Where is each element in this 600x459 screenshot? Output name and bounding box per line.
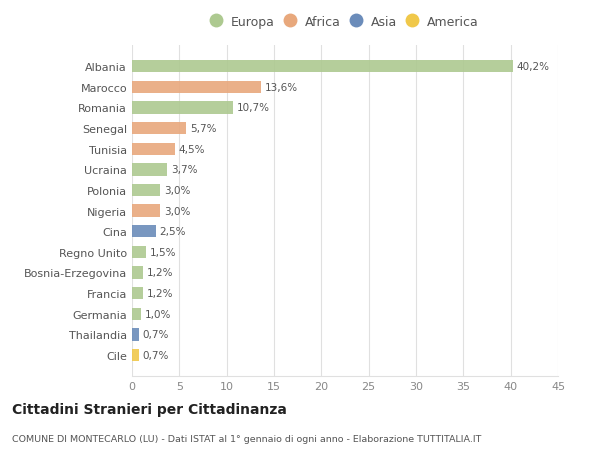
Bar xyxy=(132,82,261,94)
Text: 4,5%: 4,5% xyxy=(178,145,205,154)
Text: 1,0%: 1,0% xyxy=(145,309,172,319)
Text: 40,2%: 40,2% xyxy=(517,62,550,72)
Bar xyxy=(132,102,233,114)
Text: Cittadini Stranieri per Cittadinanza: Cittadini Stranieri per Cittadinanza xyxy=(12,402,287,416)
Text: 13,6%: 13,6% xyxy=(265,83,298,93)
Text: 1,5%: 1,5% xyxy=(150,247,176,257)
Bar xyxy=(132,246,146,258)
Bar xyxy=(132,267,143,279)
Bar xyxy=(132,225,155,238)
Legend: Europa, Africa, Asia, America: Europa, Africa, Asia, America xyxy=(208,12,482,33)
Bar xyxy=(132,61,512,73)
Bar xyxy=(132,349,139,361)
Text: 1,2%: 1,2% xyxy=(147,288,173,298)
Text: 3,7%: 3,7% xyxy=(171,165,197,175)
Bar xyxy=(132,185,160,197)
Bar xyxy=(132,329,139,341)
Bar xyxy=(132,205,160,217)
Bar xyxy=(132,123,186,135)
Bar xyxy=(132,287,143,300)
Text: 2,5%: 2,5% xyxy=(160,227,186,237)
Text: 5,7%: 5,7% xyxy=(190,124,216,134)
Text: 0,7%: 0,7% xyxy=(142,350,169,360)
Text: 1,2%: 1,2% xyxy=(147,268,173,278)
Text: 3,0%: 3,0% xyxy=(164,206,191,216)
Bar xyxy=(132,308,142,320)
Bar xyxy=(132,164,167,176)
Bar xyxy=(132,143,175,156)
Text: 3,0%: 3,0% xyxy=(164,185,191,196)
Text: 0,7%: 0,7% xyxy=(142,330,169,340)
Text: 10,7%: 10,7% xyxy=(237,103,270,113)
Text: COMUNE DI MONTECARLO (LU) - Dati ISTAT al 1° gennaio di ogni anno - Elaborazione: COMUNE DI MONTECARLO (LU) - Dati ISTAT a… xyxy=(12,434,481,442)
